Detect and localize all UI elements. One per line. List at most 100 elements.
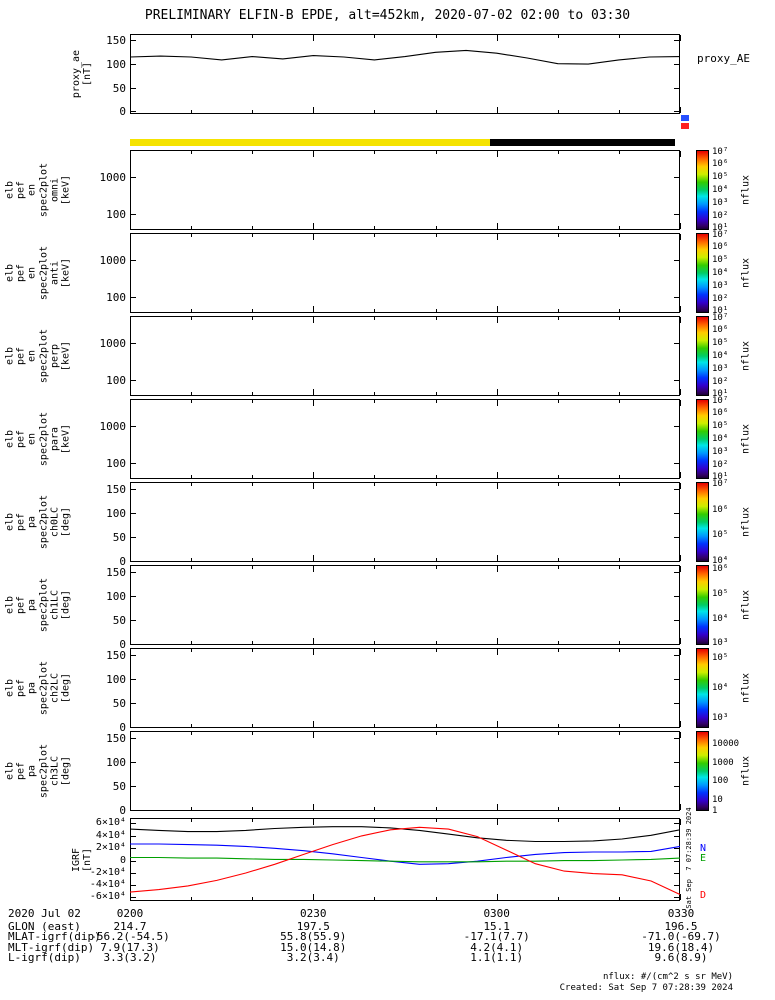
colorbar-ch1LC	[696, 565, 709, 645]
colorbar-perp	[696, 316, 709, 396]
xtick-mark	[680, 566, 681, 572]
xtick-mark	[252, 558, 254, 561]
xtick-mark	[252, 897, 254, 900]
xtick-mark	[374, 483, 376, 486]
ytick-mark	[131, 786, 136, 788]
xtick-mark	[496, 400, 498, 406]
xtick-mark	[435, 234, 437, 237]
xtick-mark	[557, 110, 559, 113]
bottom-row-value: 196.5	[664, 920, 698, 933]
xtick-mark	[557, 234, 559, 237]
colorbar-tick-label: 10⁶	[712, 325, 729, 336]
ytick-mark	[131, 726, 136, 728]
footer-units-label: nflux: #/(cm^2 s sr MeV)	[602, 972, 733, 982]
ytick-label: 0	[119, 720, 126, 734]
bottom-row-value: 3.3(3.2)	[103, 951, 157, 964]
ytick-mark	[674, 726, 679, 728]
xtick-mark	[252, 226, 254, 229]
xtick-mark	[130, 107, 131, 113]
ytick-label: 100	[106, 590, 126, 604]
xtick-mark	[313, 107, 315, 113]
colorbar-tick-label: 10⁷	[712, 312, 729, 323]
xtick-mark	[252, 110, 254, 113]
ytick-mark	[674, 380, 679, 381]
ytick-mark	[131, 110, 136, 112]
xtick-mark	[130, 223, 131, 229]
xtick-mark	[191, 819, 193, 822]
xtick-mark	[496, 107, 498, 113]
xtick-mark	[252, 807, 254, 810]
xtick-mark	[618, 566, 620, 569]
xtick-mark	[557, 151, 559, 154]
xtick-mark	[130, 317, 131, 323]
bottom-row-value: 55.8(55.9)	[280, 930, 347, 943]
xtick-mark	[130, 819, 131, 825]
ylabel-proxy-ae: proxy_ae [nT]	[70, 49, 93, 99]
panel-box-ch0LC	[130, 482, 680, 562]
xtick-mark	[557, 724, 559, 727]
colorbar-tick-label: 10⁷	[712, 229, 729, 240]
colorbar-label-omni: nflux	[740, 174, 752, 206]
marker-red-square	[681, 123, 689, 129]
xtick-mark	[313, 649, 315, 655]
xtick-mark	[557, 819, 559, 822]
ytick-mark	[674, 537, 679, 539]
xtick-mark	[496, 894, 498, 900]
xtick-mark	[680, 638, 681, 644]
ytick-label: 100	[106, 208, 126, 221]
colorbar-tick-label: 10⁵	[712, 530, 729, 541]
colorbar-tick-label: 10⁵	[712, 421, 729, 432]
xtick-mark	[680, 151, 681, 157]
xtick-mark	[435, 897, 437, 900]
xtick-mark	[252, 483, 254, 486]
xtick-mark	[191, 475, 193, 478]
colorbar-tick-label: 10⁷	[712, 395, 729, 406]
ytick-mark	[674, 343, 679, 345]
xtick-mark	[618, 317, 620, 320]
panel-box-ch2LC	[130, 648, 680, 728]
colorbar-tick-label: 10²	[712, 459, 729, 470]
ytick-mark	[674, 822, 679, 824]
ytick-mark	[674, 836, 679, 837]
series-line-N	[130, 843, 680, 865]
xtick-mark	[252, 732, 254, 735]
colorbar-tick-label: 10⁵	[712, 338, 729, 349]
xtick-mark	[252, 400, 254, 403]
colorbar-label-ch1LC: nflux	[740, 589, 752, 621]
colorbar-ch3LC	[696, 731, 709, 811]
ytick-label: 0	[119, 637, 126, 651]
xtick-mark	[618, 151, 620, 154]
xtick-mark	[557, 566, 559, 569]
bottom-row-value: -56.2(-54.5)	[90, 930, 170, 943]
xtick-mark	[252, 566, 254, 569]
xtick-mark	[618, 392, 620, 395]
colorbar-para	[696, 399, 709, 479]
ylabel-anti: elb pef en spec2plot anti [keV]	[4, 245, 72, 301]
ytick-label: 0	[119, 803, 126, 817]
colorbar-tick-label: 10⁷	[712, 146, 729, 157]
xtick-mark	[557, 392, 559, 395]
ytick-mark	[674, 884, 679, 886]
xtick-mark	[618, 35, 620, 38]
xtick-mark	[191, 566, 193, 569]
xtick-mark	[130, 804, 131, 810]
ytick-label: 100	[106, 756, 126, 770]
ytick-mark	[131, 260, 136, 262]
bottom-row-value: 197.5	[296, 920, 330, 933]
colorbar-label-ch0LC: nflux	[740, 506, 752, 538]
xtick-mark	[374, 110, 376, 113]
line-label-E: E	[700, 853, 707, 865]
colorbar-tick-label: 10³	[712, 446, 729, 457]
xtick-mark	[191, 234, 193, 237]
ytick-mark	[674, 809, 679, 811]
ytick-mark	[674, 620, 679, 622]
xtick-mark	[374, 566, 376, 569]
bottom-row-value: -71.0(-69.7)	[641, 930, 721, 943]
xtick-mark	[130, 721, 131, 727]
xtick-mark	[496, 732, 498, 738]
series-line-E	[130, 856, 680, 863]
xtick-mark	[130, 234, 131, 240]
ytick-mark	[131, 177, 136, 179]
ytick-mark	[674, 847, 679, 849]
colorbar-tick-label: 10²	[712, 210, 729, 221]
